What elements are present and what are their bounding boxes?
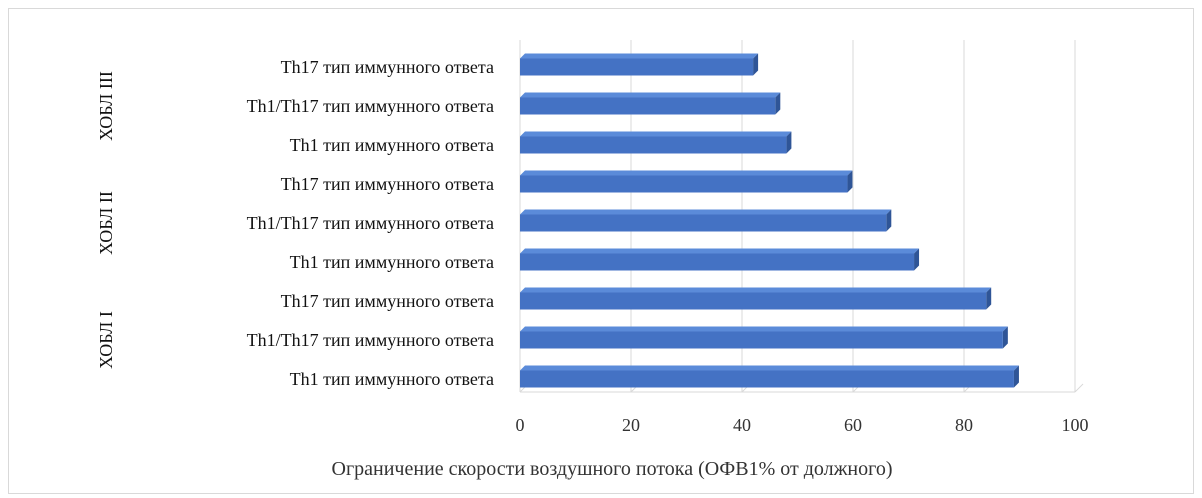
category-labels: Th17 тип иммунного ответа Th1/Th17 тип им…	[247, 57, 494, 389]
category-label: Th1 тип иммунного ответа	[290, 369, 494, 389]
bars	[520, 53, 1019, 388]
category-label: Th17 тип иммунного ответа	[281, 57, 494, 77]
category-label: Th17 тип иммунного ответа	[281, 174, 494, 194]
bar-3-2	[520, 326, 1008, 349]
category-label: Th1/Th17 тип иммунного ответа	[247, 330, 494, 350]
bar-1-3	[520, 131, 792, 154]
gridline-floor-100	[1074, 383, 1084, 393]
group-label: ХОБЛ I	[96, 311, 116, 369]
x-tick-20: 20	[622, 415, 640, 435]
bar-1-1	[520, 53, 759, 76]
bar-2-2	[520, 209, 892, 232]
category-label: Th1/Th17 тип иммунного ответа	[247, 96, 494, 116]
x-tick-40: 40	[733, 415, 751, 435]
group-label: ХОБЛ II	[96, 191, 116, 255]
bar-1-2	[520, 92, 781, 115]
x-tick-0: 0	[516, 415, 525, 435]
bar-3-1	[520, 287, 992, 310]
bar-2-1	[520, 170, 853, 193]
chart-frame	[8, 8, 1194, 494]
category-label: Th1/Th17 тип иммунного ответа	[247, 213, 494, 233]
x-tick-labels: 0 20 40 60 80 100	[516, 415, 1089, 435]
category-label: Th1 тип иммунного ответа	[290, 135, 494, 155]
x-tick-60: 60	[844, 415, 862, 435]
category-label: Th17 тип иммунного ответа	[281, 291, 494, 311]
group-labels: ХОБЛ III ХОБЛ II ХОБЛ I	[96, 71, 116, 369]
bar-3-3	[520, 365, 1019, 388]
category-label: Th1 тип иммунного ответа	[290, 252, 494, 272]
group-label: ХОБЛ III	[96, 71, 116, 141]
x-tick-80: 80	[955, 415, 973, 435]
x-axis-label: Ограничение скорости воздушного потока (…	[332, 458, 893, 480]
x-tick-100: 100	[1062, 415, 1089, 435]
bar-2-3	[520, 248, 920, 271]
